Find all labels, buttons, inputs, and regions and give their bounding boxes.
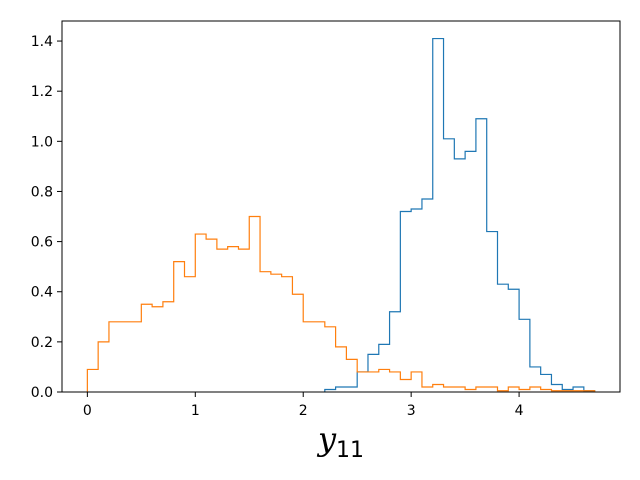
y-tick-label: 0.2 — [31, 335, 53, 351]
plot-area — [86, 37, 596, 392]
x-tick-label: 3 — [407, 403, 416, 419]
x-axis-label-main: y — [316, 420, 337, 458]
x-axis-label: y11 — [316, 420, 364, 463]
x-tick-label: 4 — [515, 403, 524, 419]
histogram-series-1 — [324, 37, 596, 392]
y-tick-label: 1.0 — [31, 134, 53, 150]
y-tick-label: 1.4 — [31, 34, 53, 50]
x-tick-label: 2 — [299, 403, 308, 419]
x-tick-label: 0 — [83, 403, 92, 419]
x-axis-label-subscript: 11 — [336, 438, 364, 463]
axes-frame — [61, 20, 621, 393]
y-tick-label: 0.6 — [31, 235, 53, 251]
y-tick-label: 0.4 — [31, 285, 53, 301]
x-tick-label: 1 — [191, 403, 200, 419]
histogram-series-2 — [86, 215, 596, 392]
axes: 0 1 2 3 4 0.0 0.2 0.4 0.6 0.8 1.0 1.2 1.4 — [31, 20, 621, 419]
y-tick-label: 0.0 — [31, 385, 53, 401]
y-tick-label: 1.2 — [31, 84, 53, 100]
y-tick-label: 0.8 — [31, 184, 53, 200]
